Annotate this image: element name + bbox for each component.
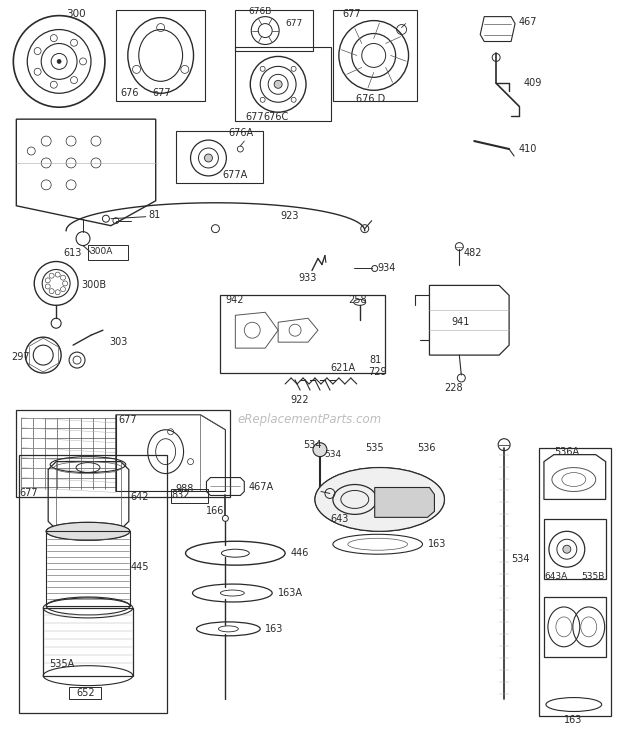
Text: 676 D: 676 D: [356, 94, 385, 105]
Text: 228: 228: [445, 383, 463, 393]
Bar: [46, 532, 130, 606]
Text: 535B: 535B: [581, 572, 604, 581]
Bar: [16, 410, 231, 498]
Bar: [544, 520, 606, 579]
Circle shape: [205, 154, 213, 162]
Text: 467A: 467A: [248, 481, 273, 492]
Text: eReplacementParts.com: eReplacementParts.com: [238, 414, 382, 426]
Text: 677: 677: [153, 88, 171, 99]
Text: 163: 163: [427, 539, 446, 549]
Text: 535A: 535A: [49, 659, 74, 669]
Text: 303: 303: [109, 337, 127, 347]
Bar: [170, 490, 208, 503]
Text: 300B: 300B: [81, 280, 106, 290]
Text: 163: 163: [265, 624, 283, 634]
Text: 467: 467: [519, 17, 538, 26]
Text: 676C: 676C: [264, 112, 288, 122]
Text: 677: 677: [285, 19, 303, 28]
Text: 482: 482: [463, 247, 482, 257]
Text: 642: 642: [131, 493, 149, 502]
Text: 934: 934: [378, 263, 396, 274]
Bar: [236, 10, 313, 51]
Text: 166: 166: [205, 506, 224, 517]
Text: 297: 297: [11, 352, 30, 362]
Text: 621A: 621A: [330, 363, 355, 373]
Text: 613: 613: [63, 247, 81, 257]
Bar: [19, 455, 167, 714]
Text: 534: 534: [324, 450, 341, 459]
Text: 922: 922: [290, 395, 309, 405]
Text: 923: 923: [280, 211, 299, 221]
Bar: [539, 447, 611, 717]
Bar: [175, 131, 264, 183]
Text: 300A: 300A: [89, 247, 112, 256]
Polygon shape: [374, 487, 435, 517]
Text: 676B: 676B: [248, 7, 272, 16]
Text: 163A: 163A: [278, 588, 303, 598]
Text: 676: 676: [121, 88, 140, 99]
Bar: [236, 47, 331, 121]
Text: 534: 534: [303, 440, 322, 450]
Text: 933: 933: [298, 274, 316, 284]
Text: 445: 445: [131, 562, 149, 572]
Text: 677: 677: [19, 489, 38, 499]
Text: 643A: 643A: [544, 572, 567, 581]
Circle shape: [274, 80, 282, 88]
Bar: [88, 244, 128, 259]
Text: 677A: 677A: [223, 170, 247, 180]
Text: 941: 941: [451, 317, 470, 327]
Text: 729: 729: [368, 367, 386, 377]
Text: 410: 410: [519, 144, 538, 154]
Bar: [116, 10, 205, 102]
Bar: [69, 687, 101, 699]
Text: 163: 163: [564, 715, 582, 726]
Text: 535: 535: [365, 443, 383, 453]
Text: 643: 643: [330, 514, 348, 524]
Text: 652: 652: [76, 687, 95, 698]
Text: 988: 988: [175, 484, 194, 495]
Bar: [220, 296, 384, 373]
Text: 81: 81: [149, 210, 161, 220]
Text: 676A: 676A: [228, 128, 254, 138]
Text: 677: 677: [119, 415, 138, 425]
Text: 446: 446: [290, 548, 309, 558]
Text: 677: 677: [246, 112, 264, 122]
Circle shape: [313, 443, 327, 456]
Bar: [43, 608, 133, 675]
Text: 832: 832: [172, 490, 190, 501]
Text: 536A: 536A: [554, 447, 579, 456]
Text: 409: 409: [524, 78, 542, 88]
Text: 677: 677: [343, 8, 361, 19]
Text: 942: 942: [226, 296, 244, 305]
Bar: [333, 10, 417, 102]
Circle shape: [57, 59, 61, 63]
Text: 534: 534: [511, 554, 529, 564]
Ellipse shape: [315, 468, 445, 532]
Circle shape: [563, 545, 571, 553]
Text: 536: 536: [417, 443, 436, 453]
Ellipse shape: [46, 523, 130, 540]
Text: 300: 300: [66, 8, 86, 19]
Text: 81: 81: [370, 355, 382, 365]
Text: 258: 258: [348, 296, 366, 305]
